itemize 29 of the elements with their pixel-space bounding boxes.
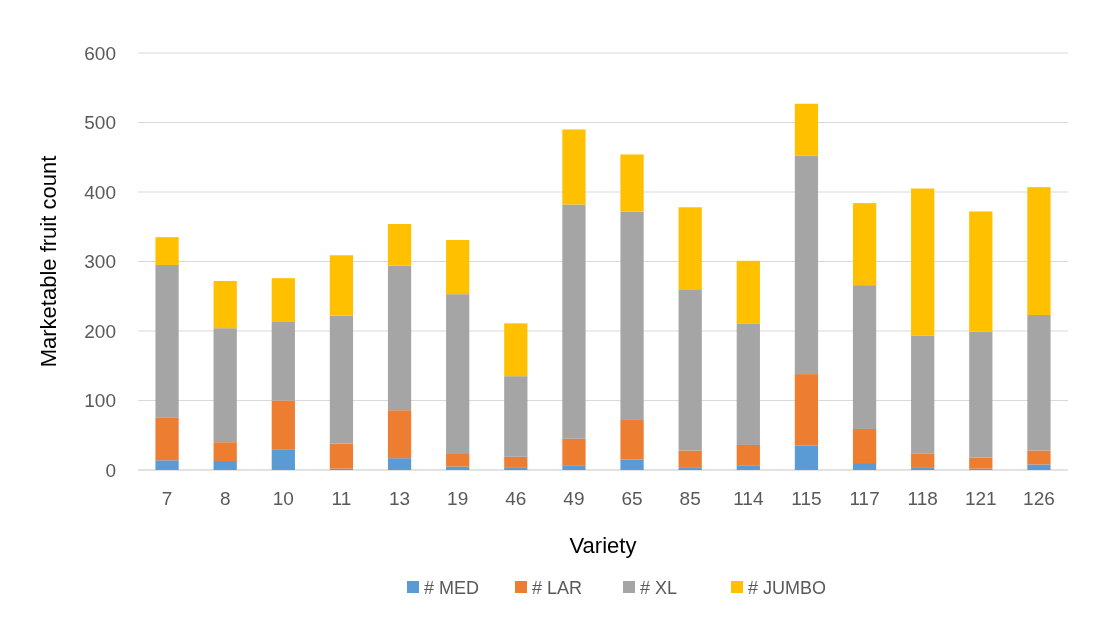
legend-label: # XL [640, 578, 678, 599]
legend-label: # LAR [532, 578, 583, 599]
x-tick-label: 115 [791, 488, 822, 509]
x-tick-label: 10 [272, 488, 294, 509]
x-tick-label: 11 [331, 488, 352, 509]
x-axis-title: Variety [569, 533, 637, 558]
x-tick-label: 85 [679, 488, 701, 509]
y-tick-label: 200 [84, 320, 116, 342]
x-tick-label: 19 [447, 488, 469, 509]
y-tick-label: 100 [84, 390, 116, 412]
legend-label: # JUMBO [748, 578, 827, 599]
x-tick-label: 65 [621, 488, 643, 509]
legend-label: # MED [424, 578, 480, 599]
x-tick-label: 117 [849, 488, 880, 509]
y-tick-label: 500 [84, 112, 116, 134]
x-tick-label: 13 [388, 488, 411, 509]
y-tick-label: 400 [84, 181, 116, 203]
y-axis-title: Marketable fruit count [36, 155, 61, 368]
x-tick-label: 126 [1023, 488, 1055, 509]
x-tick-label: 114 [733, 488, 764, 509]
x-tick-label: 46 [505, 488, 527, 509]
x-tick-label: 7 [161, 488, 173, 509]
x-tick-label: 8 [219, 488, 231, 509]
x-tick-label: 118 [907, 488, 938, 509]
y-tick-label: 0 [105, 459, 116, 481]
y-tick-label: 300 [84, 251, 116, 273]
x-tick-label: 49 [563, 488, 585, 509]
x-tick-label: 121 [964, 488, 997, 509]
y-tick-label: 600 [84, 42, 116, 64]
